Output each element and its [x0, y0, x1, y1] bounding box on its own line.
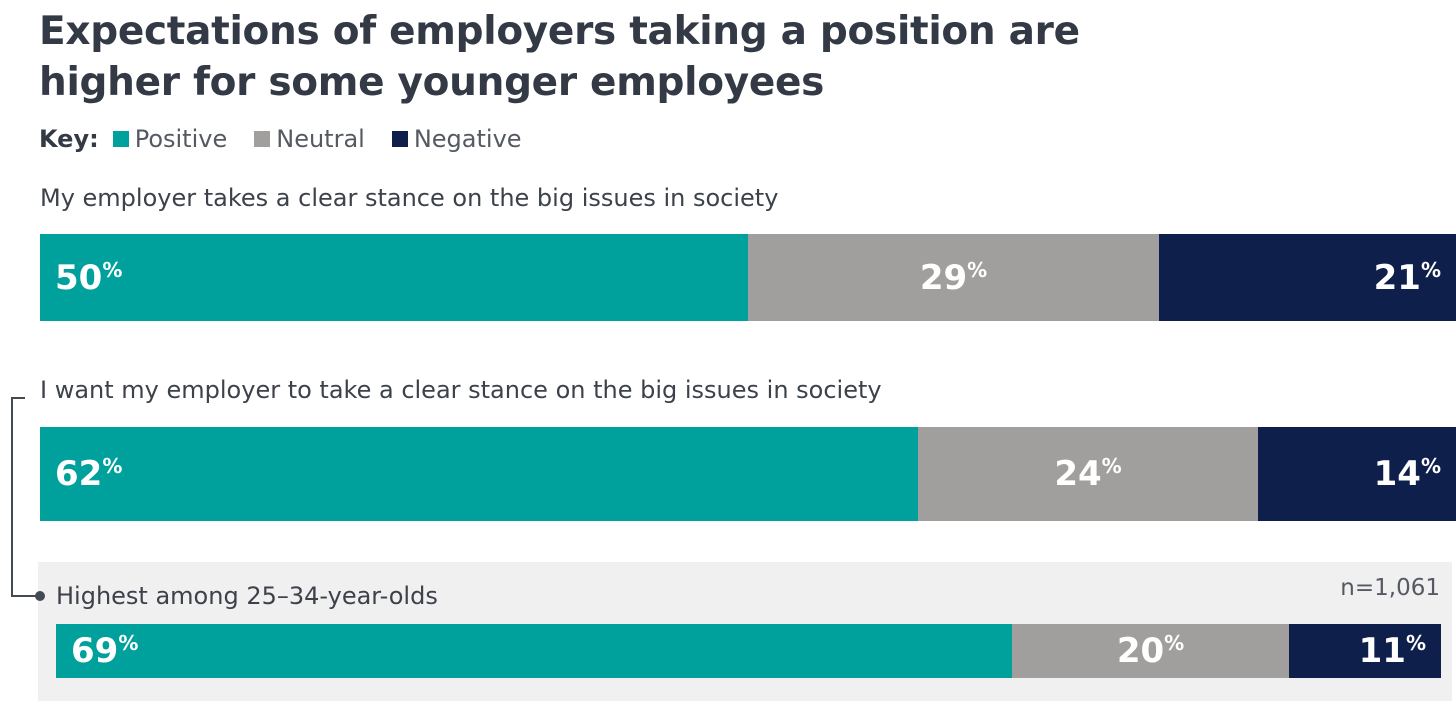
bar-segment-neutral-2: 24%: [918, 427, 1258, 521]
stacked-bar-1: 50% 29% 21%: [40, 234, 1456, 321]
bar-segment-neutral-3: 20%: [1012, 624, 1289, 678]
data-label-neutral-2: 24%: [1054, 454, 1122, 494]
chart-title: Expectations of employers taking a posit…: [39, 9, 1080, 105]
row-label-2: I want my employer to take a clear stanc…: [40, 376, 882, 404]
data-label-negative-2: 14%: [1373, 454, 1441, 494]
bar-segment-positive-1: 50%: [40, 234, 748, 321]
data-label-neutral-1: 29%: [919, 257, 988, 298]
legend-item-negative: Negative: [391, 125, 522, 153]
legend-item-positive: Positive: [112, 125, 228, 153]
legend-label: Key:: [39, 125, 99, 153]
bar-segment-positive-2: 62%: [40, 427, 918, 521]
bar-segment-negative-2: 14%: [1258, 427, 1456, 521]
bracket-connector-tail: [25, 595, 39, 597]
bar-segment-negative-1: 21%: [1159, 234, 1456, 321]
data-label-negative-3: 11%: [1358, 631, 1426, 671]
data-label-positive-1: 50%: [55, 257, 123, 298]
bracket-dot: [35, 591, 45, 601]
legend-swatch-negative: [391, 131, 408, 147]
bar-segment-positive-3: 69%: [56, 624, 1012, 678]
data-label-neutral-3: 20%: [1116, 631, 1185, 671]
legend-item-neutral: Neutral: [254, 125, 365, 153]
data-label-positive-2: 62%: [55, 454, 123, 494]
row-label-3: Highest among 25–34-year-olds: [56, 582, 438, 610]
bracket-connector: [11, 397, 25, 597]
legend-text-negative: Negative: [413, 125, 522, 153]
legend-swatch-neutral: [254, 131, 271, 147]
legend: Key: Positive Neutral Negative: [39, 122, 549, 156]
data-label-negative-1: 21%: [1373, 257, 1441, 298]
row-label-1: My employer takes a clear stance on the …: [40, 184, 779, 212]
legend-swatch-positive: [112, 131, 129, 147]
stacked-bar-3: 69% 20% 11%: [56, 624, 1441, 678]
bar-segment-neutral-1: 29%: [748, 234, 1159, 321]
sample-size-note: n=1,061: [1340, 575, 1440, 601]
data-label-positive-3: 69%: [71, 631, 139, 671]
legend-text-positive: Positive: [134, 125, 228, 153]
bar-segment-negative-3: 11%: [1289, 624, 1441, 678]
legend-text-neutral: Neutral: [276, 125, 365, 153]
stacked-bar-2: 62% 24% 14%: [40, 427, 1456, 521]
